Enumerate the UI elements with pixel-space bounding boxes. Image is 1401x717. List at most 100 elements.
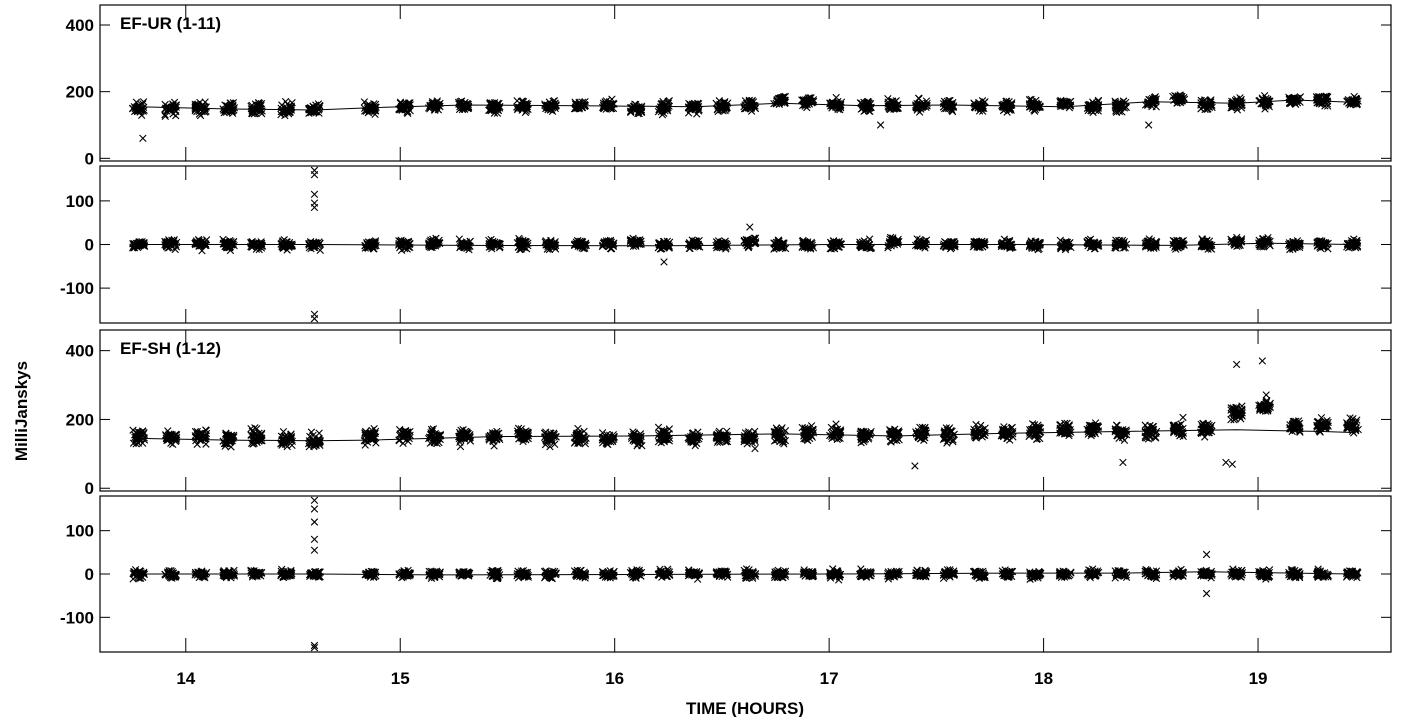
- data-point: [398, 106, 406, 114]
- data-point: [601, 101, 610, 109]
- data-point: [364, 109, 373, 117]
- data-point: [1322, 93, 1331, 101]
- data-point: [258, 109, 266, 118]
- data-point: [1258, 357, 1267, 365]
- y-tick-label: 0: [85, 236, 94, 255]
- data-point: [747, 102, 756, 110]
- data-point: [1122, 240, 1131, 248]
- data-point: [834, 243, 843, 251]
- data-point: [397, 242, 405, 250]
- data-point: [464, 104, 472, 113]
- data-point: [201, 240, 210, 248]
- data-point: [1265, 240, 1273, 248]
- panel-frame: [99, 4, 1392, 162]
- data-point: [462, 240, 470, 249]
- data-point: [139, 427, 147, 436]
- x-axis-label: TIME (HOURS): [686, 699, 804, 717]
- data-point: [201, 241, 209, 250]
- data-point: [1175, 237, 1183, 245]
- data-point: [287, 102, 296, 110]
- data-point: [222, 439, 231, 447]
- data-point: [1120, 104, 1129, 112]
- data-point: [221, 101, 229, 109]
- data-point: [195, 430, 203, 439]
- data-point: [1121, 98, 1130, 107]
- data-point: [1115, 98, 1123, 106]
- y-tick-label: 400: [66, 342, 94, 361]
- data-point: [201, 98, 209, 106]
- data-point: [1178, 92, 1186, 101]
- data-point: [1172, 92, 1180, 100]
- data-point: [977, 100, 985, 109]
- data-point: [1026, 103, 1034, 111]
- data-point: [665, 238, 674, 246]
- data-point: [278, 101, 286, 109]
- data-point: [1179, 413, 1187, 422]
- data-point: [940, 105, 949, 113]
- data-point: [1027, 237, 1035, 245]
- y-tick-label: 200: [66, 410, 94, 429]
- data-point: [139, 100, 147, 108]
- data-point: [626, 104, 635, 112]
- data-point: [169, 110, 177, 118]
- data-point: [513, 105, 522, 114]
- data-point: [1033, 239, 1042, 248]
- data-point: [571, 104, 580, 113]
- data-point: [1144, 99, 1153, 107]
- data-point: [316, 239, 324, 248]
- data-point: [255, 245, 263, 254]
- data-point: [1295, 243, 1304, 252]
- data-point: [305, 241, 313, 249]
- data-point: [1352, 239, 1360, 247]
- data-point: [1316, 244, 1325, 253]
- data-point: [1262, 391, 1270, 399]
- data-point: [1152, 103, 1160, 111]
- data-point: [600, 104, 608, 113]
- data-point: [1008, 99, 1016, 107]
- data-point: [517, 241, 526, 249]
- data-point: [1112, 105, 1120, 113]
- data-point: [399, 103, 407, 112]
- data-point: [980, 98, 989, 107]
- y-tick-label: -100: [60, 279, 94, 298]
- data-point: [860, 98, 868, 107]
- data-point: [305, 240, 313, 248]
- data-point: [139, 134, 147, 143]
- data-point: [488, 105, 496, 114]
- y-tick-label: 200: [66, 83, 94, 102]
- y-tick-label: 400: [66, 16, 94, 35]
- data-point: [1151, 93, 1160, 101]
- y-axis-label: MilliJanskys: [12, 361, 31, 461]
- data-point: [1087, 241, 1096, 250]
- data-point: [948, 100, 956, 108]
- data-point: [741, 97, 750, 105]
- data-point: [316, 246, 324, 255]
- data-point: [310, 203, 319, 212]
- data-point: [781, 244, 790, 253]
- data-point: [635, 236, 644, 244]
- panel-label: EF-SH (1-12): [120, 339, 221, 358]
- data-point: [1089, 108, 1097, 117]
- data-point: [772, 244, 781, 252]
- data-point: [1197, 105, 1205, 113]
- data-point: [750, 234, 758, 242]
- y-tick-label: 100: [66, 192, 94, 211]
- data-point: [939, 242, 948, 250]
- data-point: [406, 107, 414, 115]
- data-point: [688, 241, 696, 249]
- data-point: [314, 242, 323, 250]
- data-point: [876, 121, 885, 129]
- data-point: [1344, 239, 1353, 248]
- data-point: [693, 110, 701, 118]
- data-point: [396, 98, 405, 106]
- data-point: [1087, 104, 1095, 112]
- data-point: [1232, 360, 1241, 369]
- data-point: [547, 241, 556, 249]
- data-point: [798, 96, 806, 104]
- data-point: [664, 243, 673, 251]
- data-point: [1258, 94, 1266, 102]
- data-point: [1088, 98, 1097, 106]
